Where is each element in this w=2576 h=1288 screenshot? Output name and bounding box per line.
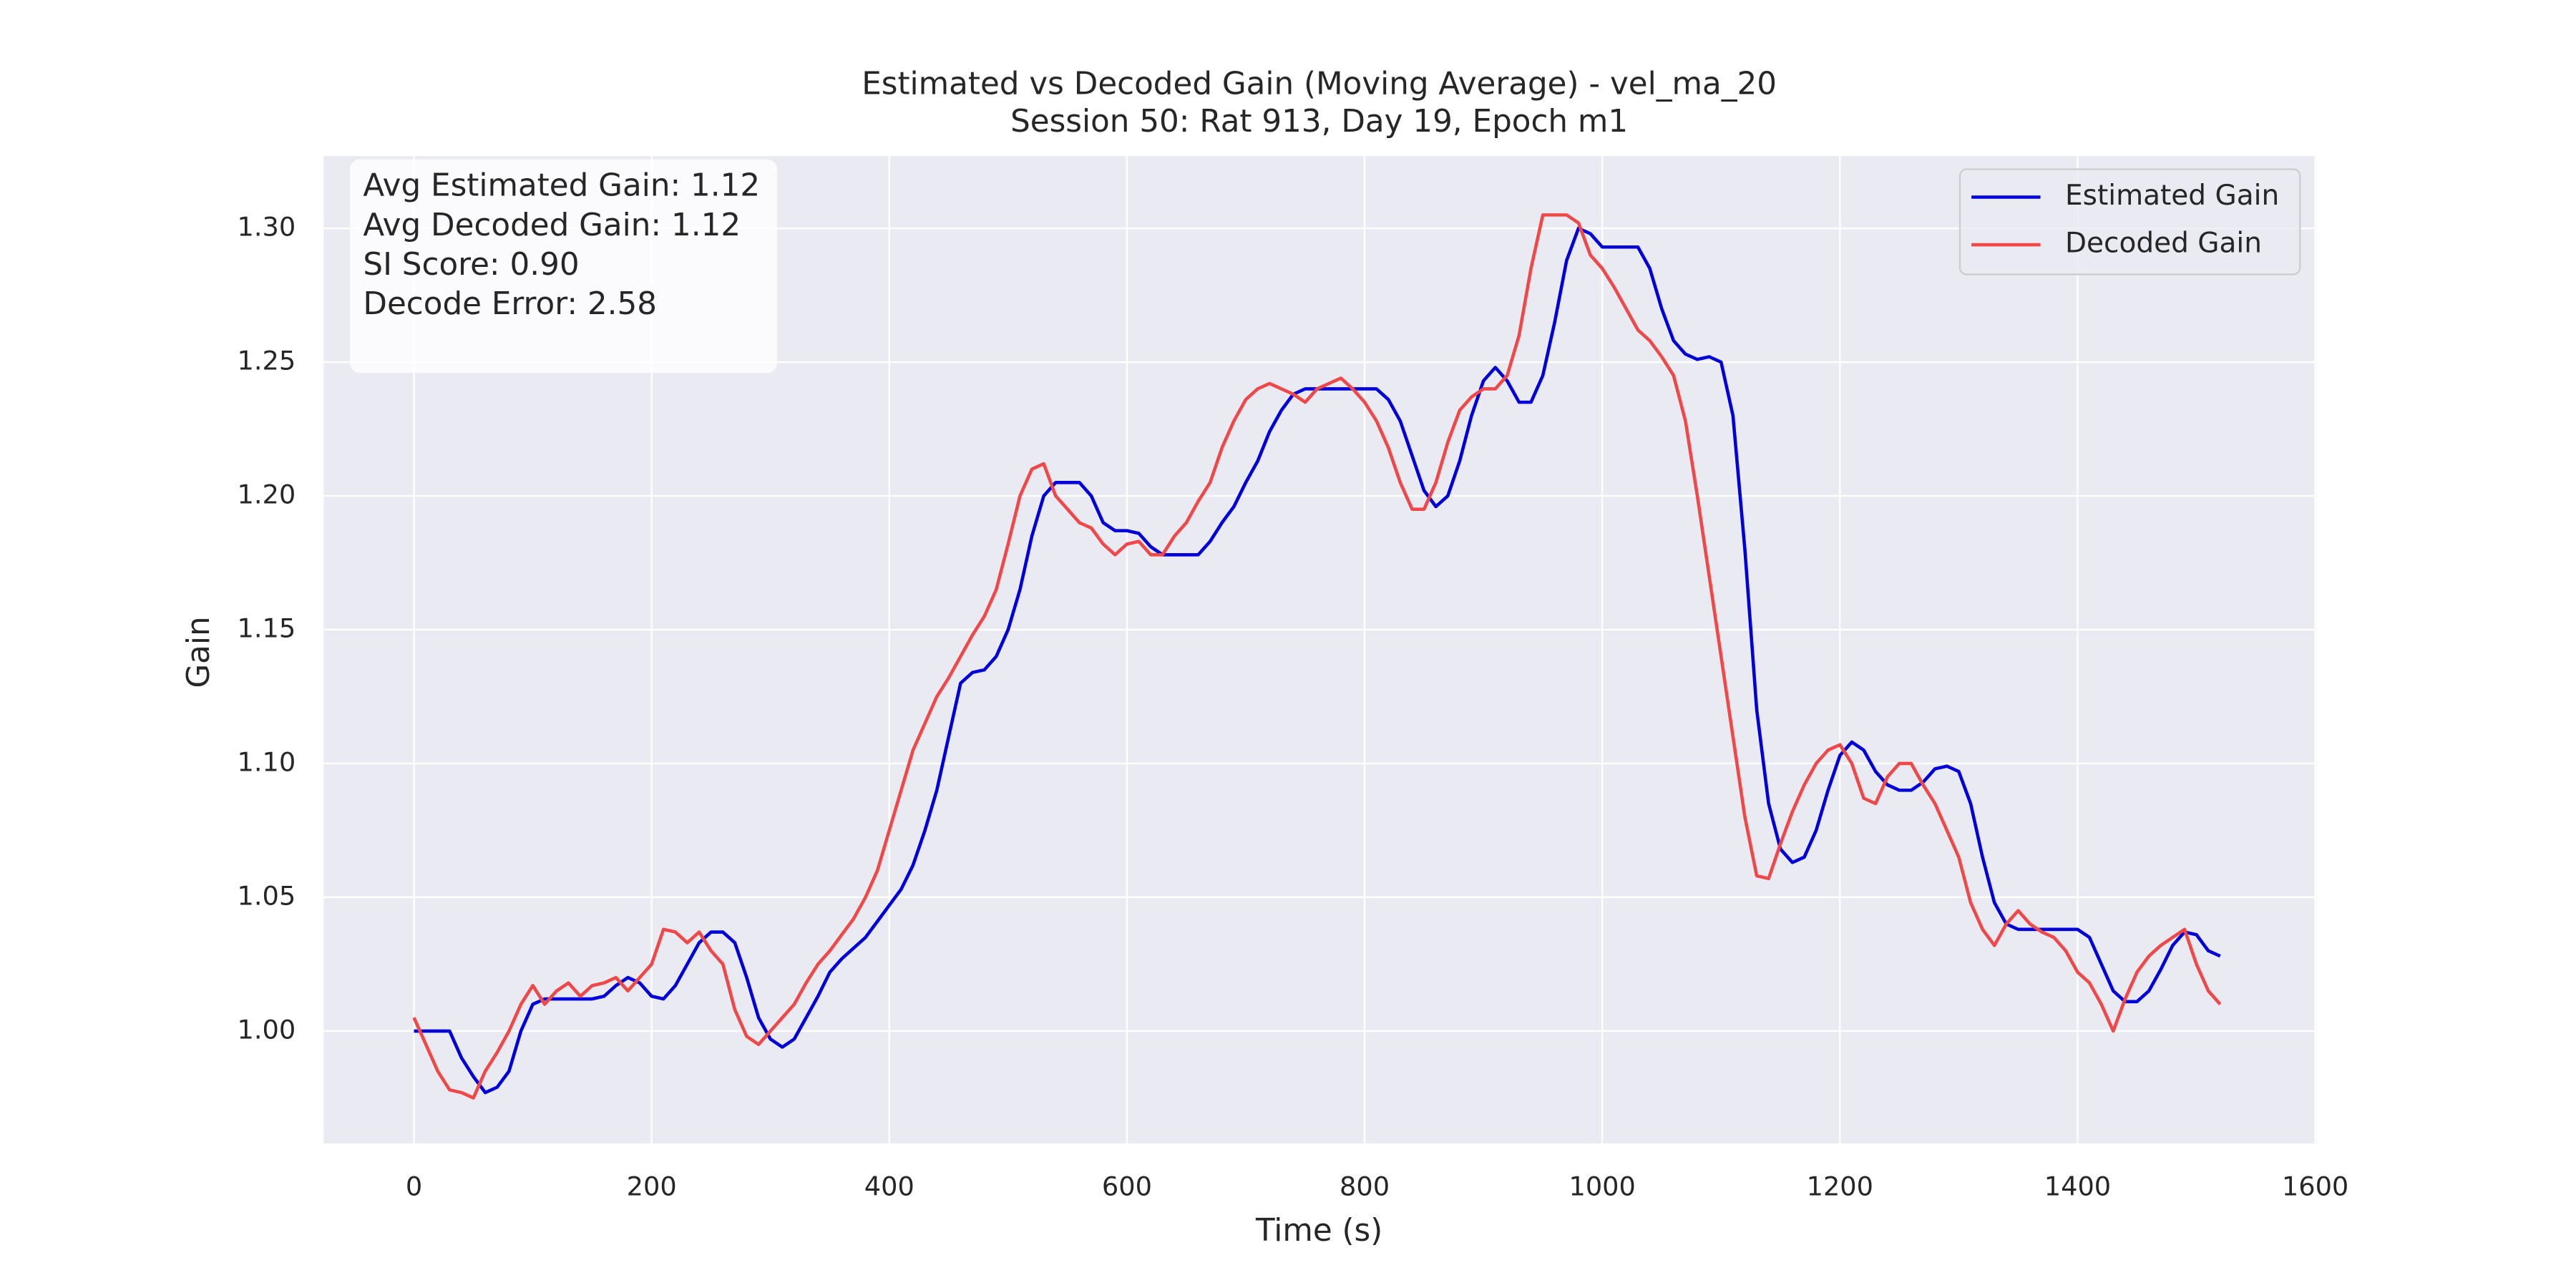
y-tick-label: 1.10 <box>237 746 296 777</box>
annotation-text: Decode Error: 2.58 <box>363 286 657 322</box>
x-tick-label: 1000 <box>1568 1171 1635 1201</box>
annotation-text: Avg Decoded Gain: 1.12 <box>363 208 741 243</box>
x-tick-label: 0 <box>406 1171 422 1201</box>
x-tick-label: 1200 <box>1807 1171 1873 1201</box>
y-tick-label: 1.20 <box>237 479 296 510</box>
legend-label: Decoded Gain <box>2065 228 2262 260</box>
x-tick-label: 600 <box>1102 1171 1152 1201</box>
y-tick-label: 1.25 <box>237 346 296 376</box>
y-axis-label: Gain <box>181 616 217 688</box>
chart-subtitle: Session 50: Rat 913, Day 19, Epoch m1 <box>1010 104 1628 140</box>
legend <box>1958 168 2301 275</box>
x-tick-label: 200 <box>627 1171 677 1201</box>
x-axis-label: Time (s) <box>1255 1213 1382 1249</box>
annotation-text: SI Score: 0.90 <box>363 247 579 283</box>
y-tick-label: 1.15 <box>237 613 296 643</box>
y-tick-label: 1.00 <box>237 1014 296 1045</box>
legend-label: Estimated Gain <box>2065 180 2279 212</box>
y-tick-label: 1.05 <box>237 880 296 911</box>
y-tick-label: 1.30 <box>237 212 296 243</box>
x-tick-label: 1400 <box>2044 1171 2111 1201</box>
x-tick-label: 800 <box>1340 1171 1390 1201</box>
annotation-box <box>350 159 777 374</box>
chart-title: Estimated vs Decoded Gain (Moving Averag… <box>862 66 1777 102</box>
x-tick-label: 1600 <box>2282 1171 2348 1201</box>
annotation-text: Avg Estimated Gain: 1.12 <box>363 168 760 204</box>
x-tick-label: 400 <box>864 1171 914 1201</box>
series-line <box>412 213 2222 1100</box>
